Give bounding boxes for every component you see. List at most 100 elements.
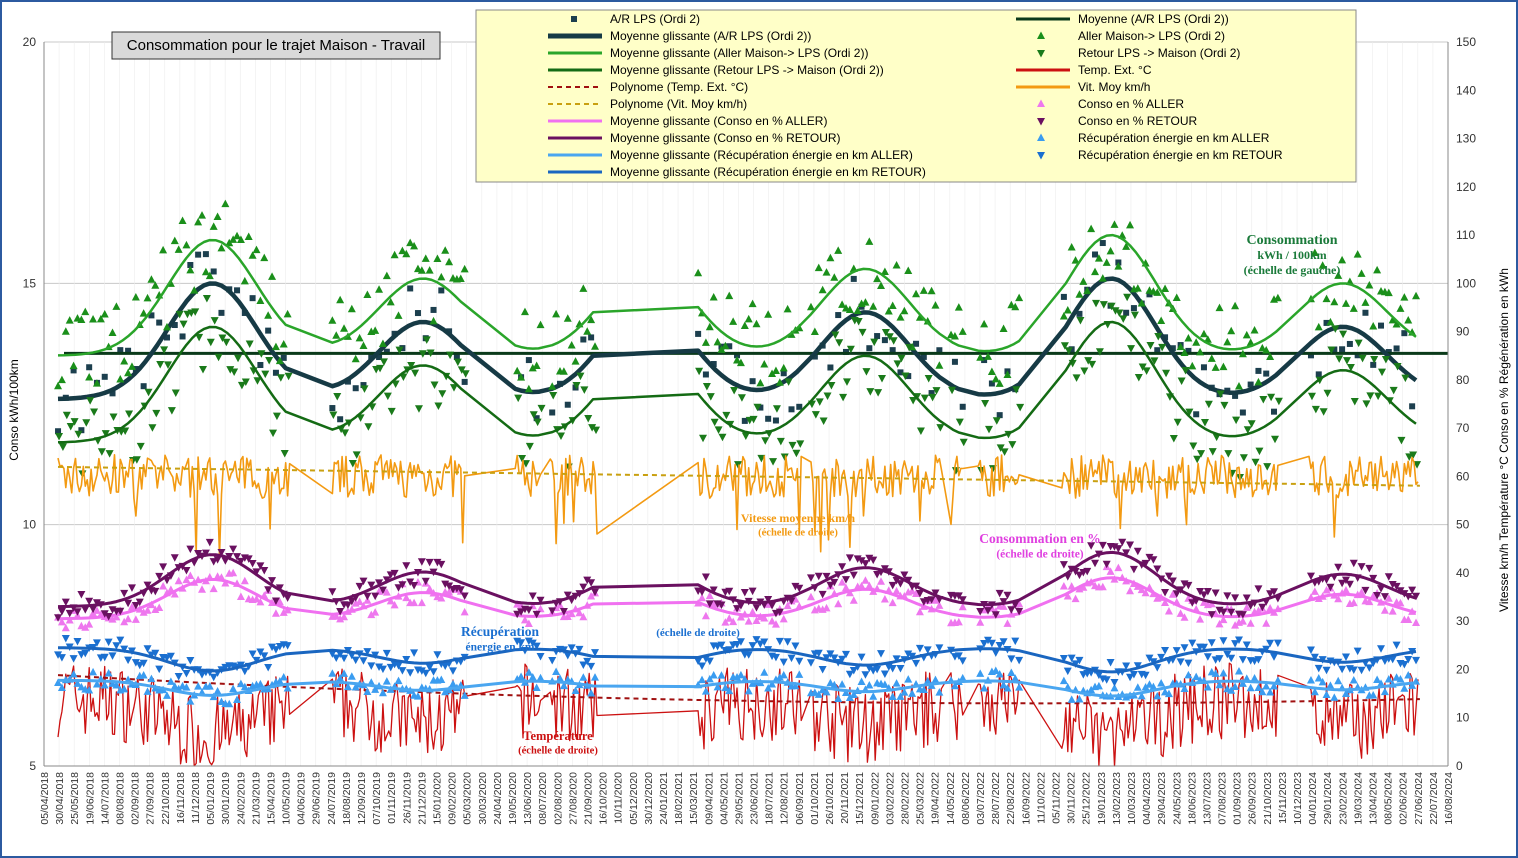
pct-retour-marker [1345,580,1354,589]
recup-retour-marker [783,638,792,646]
legend-label: Conso en % RETOUR [1078,114,1197,128]
retour-marker [1311,405,1320,414]
pct-retour-marker [587,579,596,587]
recup-retour-marker [980,640,989,648]
series-0 [55,240,1416,435]
x-tick-label: 10/12/2023 [1292,772,1304,825]
ar-marker [1378,322,1385,329]
aller-marker [1314,322,1323,331]
recup-retour-marker [340,654,349,663]
recup-aller-marker [85,685,94,694]
pct-retour-marker [896,580,905,588]
recup-aller-marker [336,674,345,682]
pct-aller-marker [85,620,94,628]
ar-marker [988,380,995,387]
recup-aller-marker [880,680,889,688]
annotation-conso: kWh / 100km [1257,248,1326,262]
pct-retour-marker [1338,579,1347,588]
aller-marker [919,286,928,294]
ar-marker [272,369,279,376]
retour-marker [284,372,293,381]
aller-marker [355,333,364,342]
pct-retour-marker [1231,594,1240,602]
aller-marker [382,271,391,280]
retour-marker [1216,390,1225,399]
recup-retour-marker [367,662,376,670]
recup-retour-marker [1400,660,1409,669]
x-tick-label: 26/10/2021 [824,772,836,825]
aller-marker [1157,316,1166,325]
right-axis-ticks: 0 10 20 30 40 50 60 70 80 90 100 110 120 130 140 150 [1456,35,1476,773]
aller-marker [1365,281,1374,289]
pct-aller-marker [1161,598,1170,606]
aller-marker [1330,297,1339,306]
retour-marker [1142,367,1151,375]
y-right-tick-label: 0 [1456,759,1463,773]
series-4 [57,233,1417,357]
pct-retour-marker [1219,608,1228,617]
pct-retour-marker [1196,588,1205,596]
y-right-tick-label: 130 [1456,132,1476,146]
pct-retour-marker [900,571,909,580]
pct-aller-marker [410,598,419,607]
pct-aller-marker [698,593,707,602]
aller-marker [834,246,843,254]
retour-marker [230,368,239,377]
retour-marker [514,394,523,403]
aller-marker [1211,363,1220,371]
pct-retour-marker [861,560,870,568]
retour-marker [395,346,404,355]
recup-retour-marker [1172,647,1181,655]
pct-retour-marker [1211,589,1220,597]
aller-marker [1161,284,1170,293]
retour-marker [710,418,719,427]
retour-marker [82,419,91,427]
recup-retour-marker [995,641,1004,650]
recup-aller-marker [904,675,913,683]
retour-marker [858,328,867,337]
aller-marker [1207,354,1216,362]
recup-aller-marker [1141,682,1150,691]
retour-marker [959,438,968,447]
retour-marker [1393,363,1402,371]
retour-marker [533,418,542,427]
recup-retour-marker [1338,665,1347,674]
pct-aller-marker [958,602,967,611]
recup-retour-marker [583,657,592,666]
retour-marker [992,417,1001,425]
x-tick-label: 21/10/2023 [1262,772,1274,825]
aller-marker [89,314,98,323]
pct-retour-marker [1141,559,1150,568]
x-tick-label: 29/06/2019 [311,772,323,825]
x-tick-label: 09/02/2020 [447,772,459,825]
recup-retour-marker [271,646,280,654]
ar-marker [1193,411,1200,418]
retour-marker [125,410,134,418]
retour-marker [854,317,863,326]
series-18 [58,646,1417,674]
pct-retour-marker [421,577,430,586]
ar-marker [1123,309,1130,316]
pct-retour-marker [77,590,86,599]
pct-retour-marker [1114,545,1123,553]
retour-marker [132,456,141,464]
recup-aller-marker [1164,689,1173,698]
chart-title: Consommation pour le trajet Maison - Tra… [127,37,425,54]
x-tick-label: 29/04/2023 [1156,772,1168,825]
pct-retour-marker [221,557,230,565]
recup-aller-marker [378,688,387,697]
retour-marker [1181,366,1190,375]
pct-retour-marker [283,594,292,602]
recup-retour-marker [1365,664,1374,672]
recup-aller-marker [1219,668,1228,677]
pct-aller-marker [355,597,364,605]
aller-marker [1133,284,1142,292]
pct-aller-marker [915,607,924,616]
aller-marker [147,275,156,283]
aller-marker [445,257,454,266]
aller-marker [1215,303,1224,312]
pct-retour-marker [1087,542,1096,550]
pct-retour-marker [736,602,745,610]
recup-aller-marker [441,687,450,696]
